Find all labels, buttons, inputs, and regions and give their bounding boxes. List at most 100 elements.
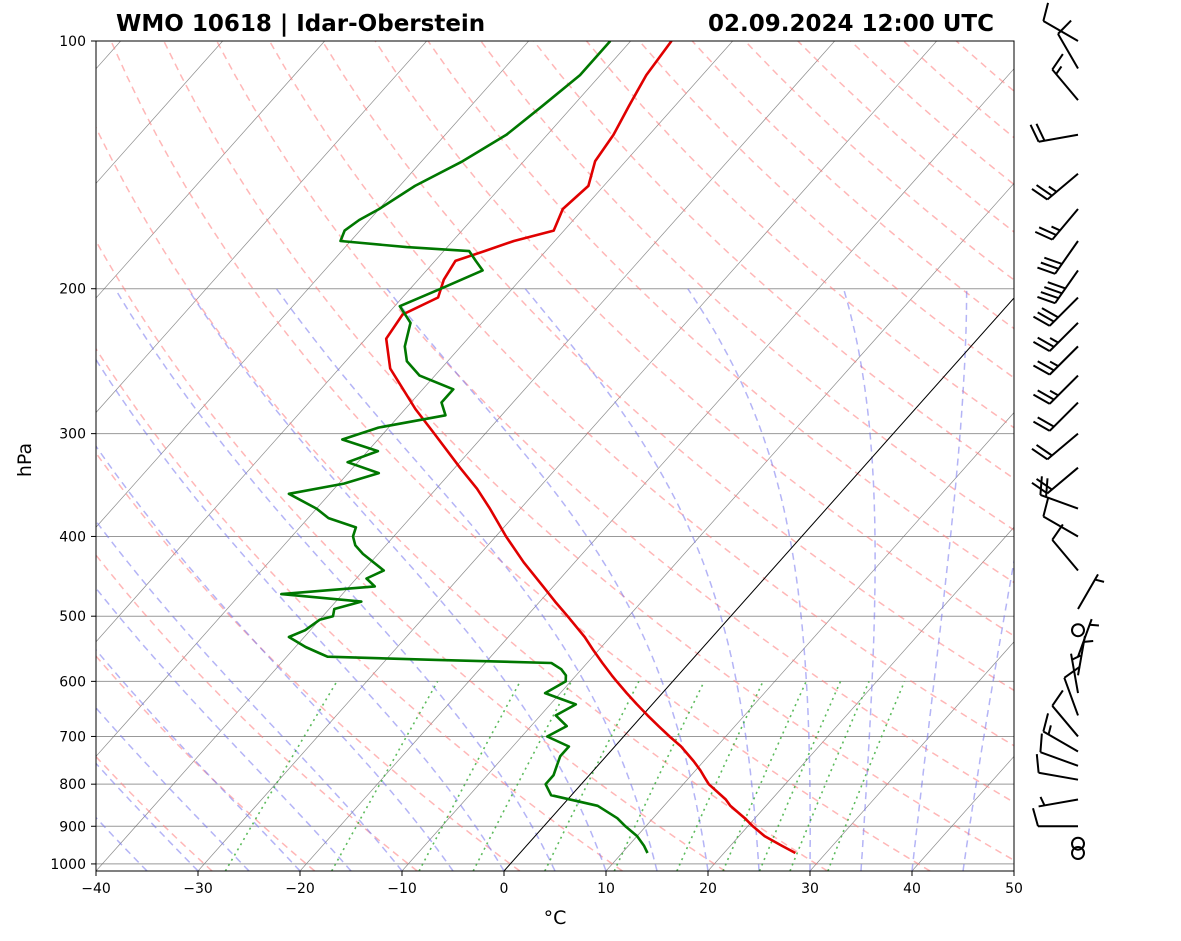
y-tick-label: 700	[59, 729, 86, 745]
wind-barb-flag	[1040, 261, 1059, 270]
dewpoint-line	[280, 41, 649, 854]
dry-adiabat	[96, 451, 521, 871]
x-tick-label: −30	[183, 881, 213, 897]
wind-barb-flag	[1037, 266, 1056, 275]
moist-adiabat	[114, 288, 556, 871]
y-tick-label: 200	[59, 282, 86, 298]
wind-barb-flag	[1039, 733, 1043, 753]
wind-barb-half-flag	[1083, 639, 1094, 643]
isotherm-line	[911, 755, 1014, 871]
moist-adiabat	[96, 358, 505, 871]
x-axis: −40 −30 −20 −10 0 10 20 30 40 50	[81, 871, 1023, 897]
wind-barb-flag	[1031, 447, 1048, 461]
dry-adiabat	[96, 755, 213, 871]
wind-barb-flag	[1032, 364, 1051, 376]
dry-adiabat	[585, 41, 1014, 429]
wind-barb	[1054, 269, 1079, 304]
wind-barb-flag	[1057, 19, 1072, 35]
y-tick-label: 500	[59, 609, 86, 625]
chart-title-right: 02.09.2024 12:00 UTC	[708, 11, 994, 37]
wind-barb	[1042, 20, 1079, 42]
mixing-ratio-line	[789, 681, 870, 871]
isotherm-line	[96, 41, 835, 871]
dry-adiabat	[691, 41, 1014, 330]
wind-barb-calm	[1071, 623, 1085, 638]
dry-adiabat	[374, 41, 1014, 637]
dry-adiabat	[96, 654, 316, 871]
dry-adiabat	[96, 347, 623, 871]
wind-barb-flag	[1037, 336, 1055, 348]
wind-barb	[1051, 539, 1079, 572]
wind-barb	[1040, 751, 1079, 767]
wind-barb	[1051, 208, 1079, 241]
wind-barb-flag	[1040, 291, 1059, 300]
mixing-ratio-line	[544, 681, 640, 871]
isotherm-grid	[96, 41, 1181, 871]
moist-adiabat	[96, 444, 454, 871]
wind-barb-flag	[1032, 808, 1039, 827]
x-tick-label: 30	[801, 881, 819, 897]
dry-adiabat	[533, 41, 1014, 480]
wind-barb	[1051, 705, 1079, 738]
wind-barb-flag	[1035, 478, 1053, 491]
wind-barb-half-flag	[1048, 185, 1058, 193]
wind-barb-flag	[1043, 286, 1063, 295]
wind-barb	[1063, 677, 1079, 716]
wind-barb-flag	[1037, 360, 1055, 372]
wind-barb-flag	[1031, 188, 1048, 201]
moist-adiabat	[842, 288, 876, 871]
isotherm-line	[401, 182, 1014, 871]
moist-adiabat	[911, 288, 968, 871]
x-tick-label: −40	[81, 881, 111, 897]
isotherm-line	[809, 641, 1014, 871]
isotherm-line	[1116, 41, 1181, 871]
wind-barbs	[1029, 2, 1105, 861]
y-tick-label: 400	[59, 529, 86, 545]
mixing-ratio-line	[330, 681, 439, 871]
wind-barb-flag	[1032, 393, 1051, 405]
wind-barb-flag	[1032, 341, 1051, 352]
sounding-profiles	[280, 41, 797, 855]
moist-adiabat	[96, 706, 250, 871]
moist-adiabat	[96, 648, 301, 871]
x-tick-label: −20	[285, 881, 315, 897]
wind-barb	[1049, 322, 1079, 352]
dry-adiabat	[268, 41, 1014, 747]
wind-barb-flag	[1038, 226, 1057, 236]
y-tick-label: 300	[59, 427, 86, 443]
y-axis: 100 200 300 400 500 600 700 800 900 1000	[50, 34, 96, 873]
wind-barb	[1077, 618, 1093, 658]
wind-barb-half-flag	[1089, 623, 1100, 627]
isotherm-line	[707, 526, 1014, 871]
y-tick-label: 800	[59, 777, 86, 793]
y-tick-label: 1000	[50, 857, 86, 873]
wind-barb-half-flag	[1071, 654, 1081, 661]
wind-barb	[1070, 653, 1079, 694]
wind-barb	[1040, 493, 1079, 510]
wind-barb	[1038, 771, 1079, 781]
wind-barb-flag	[1037, 389, 1055, 401]
wind-barb-half-flag	[1049, 337, 1059, 344]
wind-barb-flag	[1063, 666, 1081, 679]
dry-adiabat	[216, 41, 1014, 804]
wind-barb-half-flag	[1049, 360, 1059, 368]
wind-barb	[1054, 240, 1079, 275]
dry-adiabat	[480, 41, 1014, 531]
wind-barb-flag	[1042, 498, 1049, 517]
temperature-line	[384, 41, 797, 855]
wind-barb-half-flag	[1039, 796, 1046, 806]
isotherm-line	[1013, 870, 1014, 871]
wind-barb-half-flag	[1047, 725, 1052, 735]
wind-barb-flag	[1035, 123, 1046, 142]
wind-barb-calm	[1071, 836, 1085, 851]
moist-adiabat	[524, 288, 760, 871]
wind-barb-flag	[1029, 124, 1040, 143]
wind-barb-flag	[1037, 295, 1056, 305]
wind-barb-calm	[1071, 846, 1085, 861]
mixing-ratio-line	[472, 681, 573, 871]
wind-barb-flag	[1042, 2, 1049, 22]
wind-barb-flag	[1037, 416, 1055, 428]
wind-barb	[1049, 345, 1079, 376]
wind-barb-flag	[1035, 754, 1040, 773]
